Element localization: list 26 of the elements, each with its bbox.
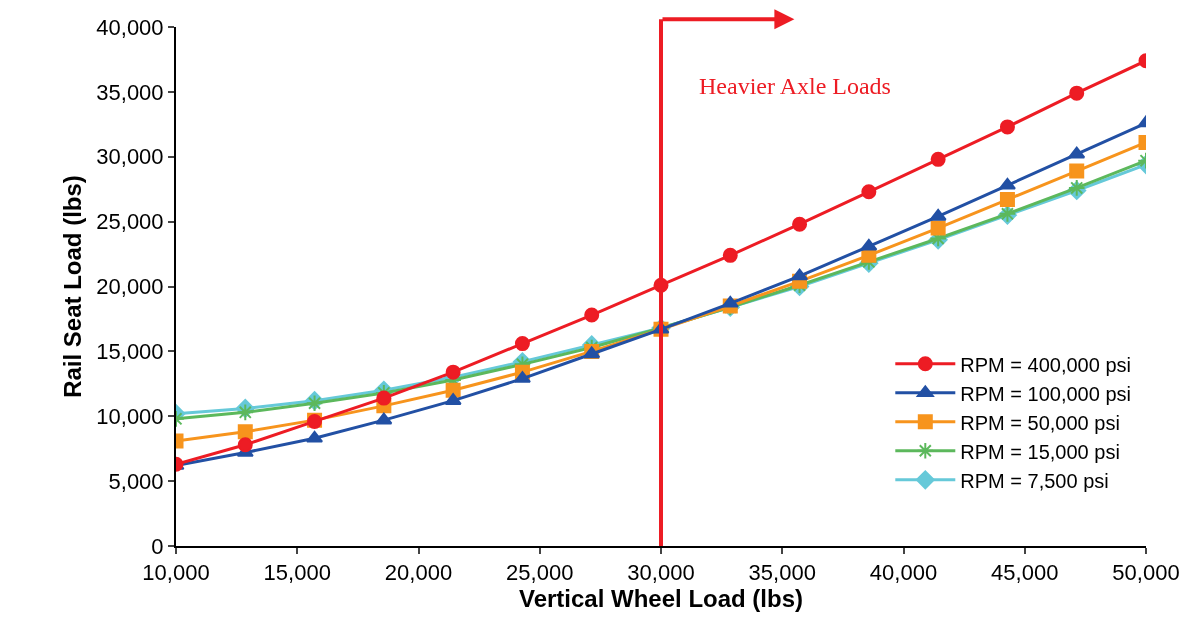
y-tick-label: 0: [151, 533, 164, 559]
y-tick-label: 30,000: [96, 144, 164, 170]
legend-label: RPM = 7,500 psi: [960, 469, 1109, 492]
x-tick-label: 20,000: [384, 560, 453, 586]
x-tick-label: 45,000: [991, 560, 1059, 586]
y-tick-label: 5,000: [108, 468, 164, 494]
legend-label: RPM = 100,000 psi: [960, 382, 1131, 405]
legend-label: RPM = 50,000 psi: [960, 411, 1120, 434]
x-tick-label: 15,000: [263, 560, 331, 586]
legend-label: RPM = 15,000 psi: [960, 440, 1120, 463]
y-axis-title: Rail Seat Load (lbs): [58, 175, 86, 398]
y-tick-label: 20,000: [96, 274, 164, 300]
y-tick-label: 10,000: [96, 403, 164, 429]
x-tick-label: 40,000: [869, 560, 938, 586]
x-axis-title: Vertical Wheel Load (lbs): [518, 585, 804, 613]
x-tick-label: 35,000: [748, 560, 816, 586]
x-tick-label: 25,000: [506, 560, 574, 586]
y-tick-label: 15,000: [96, 339, 164, 365]
x-tick-label: 30,000: [627, 560, 695, 586]
legend-label: RPM = 400,000 psi: [960, 353, 1131, 376]
ref-line-label: Heavier Axle Loads: [699, 73, 891, 99]
y-tick-label: 40,000: [96, 14, 164, 40]
x-tick-label: 10,000: [142, 560, 210, 586]
x-tick-label: 50,000: [1112, 560, 1180, 586]
y-tick-label: 25,000: [96, 209, 164, 235]
y-tick-label: 35,000: [96, 79, 164, 105]
